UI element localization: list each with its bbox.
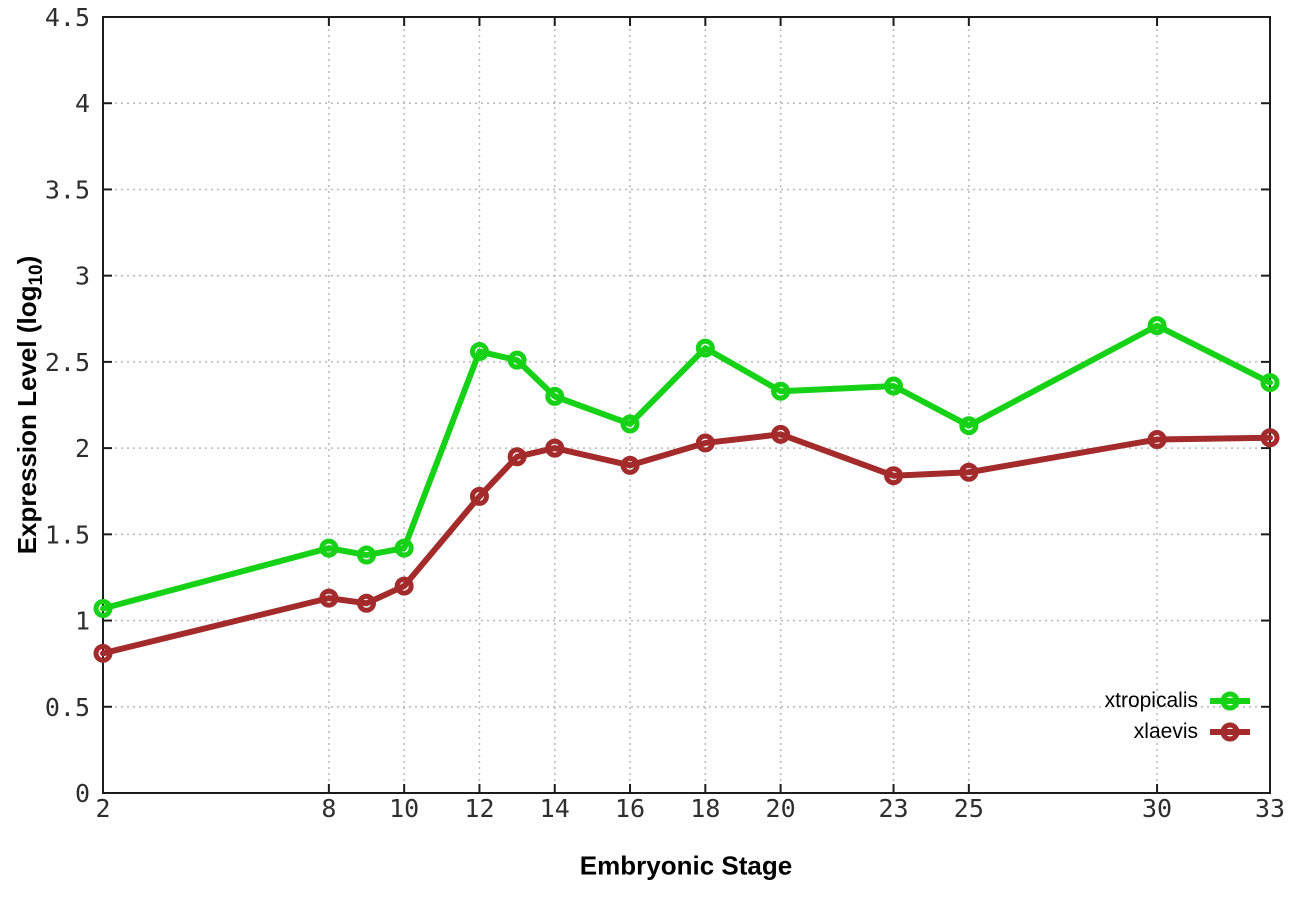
x-tick-label: 18 [690, 794, 720, 823]
marker-xtropicalis [771, 381, 791, 401]
x-tick-label: 20 [766, 794, 796, 823]
y-tick-label: 3.5 [45, 175, 90, 204]
marker-xlaevis [1147, 429, 1167, 449]
marker-xtropicalis [695, 338, 715, 358]
plot-border [102, 16, 1271, 794]
y-tick-label: 1.5 [45, 520, 90, 549]
y-axis-title: Expression Level (log10) [12, 256, 48, 555]
marker-xtropicalis [394, 538, 414, 558]
marker-xtropicalis [507, 350, 527, 370]
x-tick-label: 2 [95, 794, 110, 823]
marker-xlaevis [394, 576, 414, 596]
marker-xlaevis [884, 466, 904, 486]
x-tick-label: 33 [1255, 794, 1285, 823]
marker-xlaevis [1260, 428, 1280, 448]
x-tick-label: 12 [464, 794, 494, 823]
legend-label-xlaevis: xlaevis [1133, 720, 1198, 743]
marker-xtropicalis [884, 376, 904, 396]
marker-xtropicalis [357, 545, 377, 565]
x-tick-label: 10 [389, 794, 419, 823]
marker-xtropicalis [93, 598, 113, 618]
y-tick-label: 4.5 [45, 3, 90, 32]
y-tick-label: 2.5 [45, 348, 90, 377]
legend-label-xtropicalis: xtropicalis [1104, 689, 1198, 712]
x-tick-label: 14 [540, 794, 570, 823]
y-tick-label: 0.5 [45, 693, 90, 722]
marker-xlaevis [93, 643, 113, 663]
y-tick-label: 2 [75, 434, 90, 463]
marker-xlaevis [469, 486, 489, 506]
y-axis-title-main: Expression Level (log [11, 285, 42, 555]
marker-xlaevis [357, 593, 377, 613]
x-axis-title: Embryonic Stage [579, 850, 793, 881]
x-tick-label: 25 [954, 794, 984, 823]
marker-xtropicalis [469, 342, 489, 362]
x-tick-label: 16 [615, 794, 645, 823]
marker-xtropicalis [1260, 373, 1280, 393]
marker-xtropicalis [1147, 316, 1167, 336]
x-tick-label: 30 [1142, 794, 1172, 823]
x-tick-label: 23 [878, 794, 908, 823]
marker-xlaevis [959, 462, 979, 482]
y-tick-label: 4 [75, 89, 90, 118]
legend-entry-xlaevis: xlaevis [1134, 719, 1253, 745]
y-axis-title-close: ) [11, 255, 42, 265]
legend-sample-xtropicalis-marker-icon [1210, 691, 1250, 711]
marker-xlaevis [695, 433, 715, 453]
y-axis-title-subscript: 10 [26, 264, 48, 286]
legend-sample-xlaevis-marker-icon [1210, 722, 1250, 742]
x-tick-label: 8 [321, 794, 336, 823]
marker-xtropicalis [545, 386, 565, 406]
y-tick-label: 0 [75, 779, 90, 808]
y-tick-label: 3 [75, 262, 90, 291]
series-line-xtropicalis [100, 322, 1273, 612]
marker-xlaevis [771, 424, 791, 444]
marker-xlaevis [620, 455, 640, 475]
marker-xtropicalis [319, 538, 339, 558]
y-tick-label: 1 [75, 607, 90, 636]
marker-xtropicalis [959, 416, 979, 436]
marker-xtropicalis [620, 414, 640, 434]
legend: xtropicalis xlaevis [1105, 688, 1253, 745]
marker-xlaevis [545, 438, 565, 458]
marker-xlaevis [319, 588, 339, 608]
marker-xlaevis [507, 447, 527, 467]
legend-entry-xtropicalis: xtropicalis [1105, 688, 1253, 714]
